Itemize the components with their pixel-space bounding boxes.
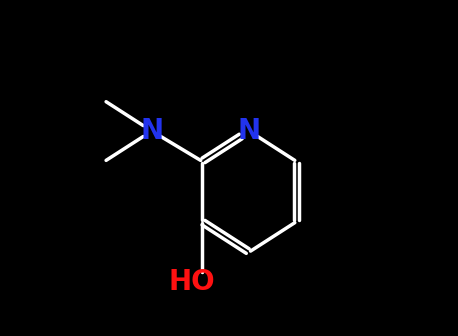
Text: HO: HO [169, 268, 215, 296]
Text: N: N [140, 117, 164, 145]
Text: N: N [238, 117, 261, 145]
